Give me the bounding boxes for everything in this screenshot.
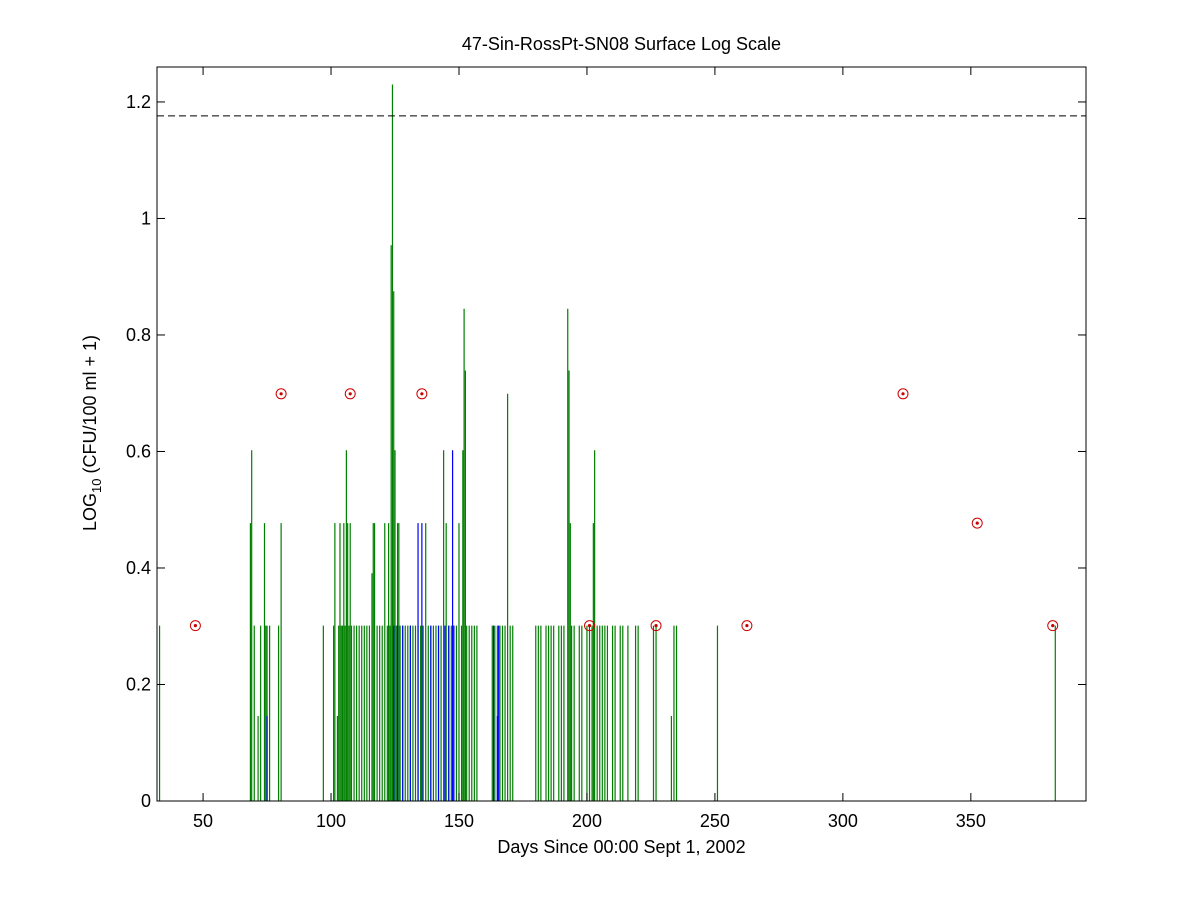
marker-ring [584,620,596,632]
marker-ring [650,620,662,632]
y-tick-label: 0.8 [126,325,151,345]
marker-ring [416,388,428,400]
data-marker [275,388,287,400]
data-marker [416,388,428,400]
marker-dot [193,624,197,628]
series-red-markers [189,388,1059,632]
marker-dot [901,392,905,396]
x-tick-label: 350 [956,811,986,831]
marker-dot [348,392,352,396]
chart-title: 47-Sin-RossPt-SN08 Surface Log Scale [461,34,782,54]
data-marker [1047,620,1059,632]
x-tick-label: 250 [700,811,730,831]
x-tick-label: 150 [444,811,474,831]
marker-dot [1051,624,1055,628]
y-tick-label: 0.2 [126,674,151,694]
data-marker [189,620,201,632]
data-marker [897,388,909,400]
marker-ring [897,388,909,400]
marker-ring [1047,620,1059,632]
y-tick-label: 1.2 [126,92,151,112]
data-marker [741,620,753,632]
marker-ring [275,388,287,400]
axes-box [156,66,1087,802]
y-axis-label-subscript: 10 [88,478,104,493]
y-axis-label-main: LOG [80,493,101,532]
data-marker [971,517,983,529]
x-tick-label: 50 [193,811,213,831]
data-marker [584,620,596,632]
y-axis: 0 0.2 0.4 0.6 0.8 1 1.2 [126,92,1086,811]
y-tick-label: 0.6 [126,441,151,461]
x-axis: 50 100 150 200 250 300 350 [193,67,986,831]
y-tick-label: 1 [141,208,151,228]
series-blue-stems [266,450,500,801]
x-tick-label: 100 [316,811,346,831]
marker-dot [587,624,592,628]
y-axis-label: LOG10 (CFU/100 ml + 1) [80,335,104,531]
marker-dot [654,624,658,628]
x-axis-label: Days Since 00:00 Sept 1, 2002 [497,837,746,857]
marker-dot [279,392,283,396]
series-green-stems [158,84,1056,801]
marker-dot [420,392,424,396]
x-tick-label: 200 [572,811,602,831]
marker-dot [745,624,749,628]
marker-ring [971,517,983,529]
marker-ring [741,620,753,632]
y-axis-label-units: (CFU/100 ml + 1) [80,334,101,479]
data-marker [344,388,356,400]
marker-ring [189,620,201,632]
x-tick-label: 300 [828,811,858,831]
marker-dot [975,521,979,525]
y-tick-label: 0.4 [126,558,151,578]
marker-ring [344,388,356,400]
y-tick-label: 0 [141,791,151,811]
data-marker [650,620,662,632]
